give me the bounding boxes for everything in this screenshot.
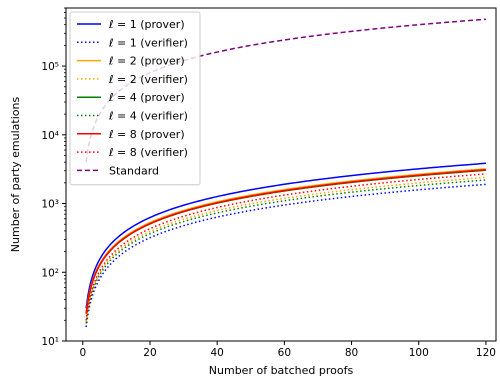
x-tick-label: 40 (210, 347, 223, 359)
y-axis-label: Number of party emulations (9, 97, 22, 253)
x-tick-label: 120 (476, 347, 496, 359)
y-tick-label: 10³ (41, 199, 59, 211)
y-tick-label: 10² (41, 267, 59, 279)
y-axis: 10¹ 10² 10³ 10⁴ 10⁵ (41, 7, 66, 348)
x-tick-label: 0 (79, 347, 86, 359)
legend-label: ℓ = 1 (verifier) (108, 36, 188, 49)
series-line (85, 18, 486, 163)
x-tick-label: 60 (278, 347, 291, 359)
series-line (85, 169, 486, 314)
series-line (85, 176, 486, 322)
series-layer (85, 18, 486, 328)
legend-label: ℓ = 1 (prover) (108, 18, 185, 31)
legend-label: ℓ = 2 (verifier) (108, 73, 188, 86)
x-axis-label: Number of batched proofs (209, 364, 354, 377)
x-tick-label: 100 (409, 347, 429, 359)
series-line (85, 162, 486, 309)
series-line (85, 179, 486, 324)
series-line (85, 183, 486, 328)
legend-box (69, 11, 201, 186)
legend-label: ℓ = 4 (prover) (108, 91, 185, 104)
legend-label: ℓ = 8 (verifier) (108, 146, 188, 159)
y-tick-label: 10¹ (41, 336, 59, 348)
legend-label: Standard (109, 164, 159, 177)
x-axis: 0 20 40 60 80 100 120 (79, 341, 496, 359)
y-tick-label: 10⁵ (41, 61, 59, 73)
legend-label: ℓ = 8 (prover) (108, 128, 185, 141)
series-line (85, 173, 486, 321)
series-line (85, 168, 486, 313)
legend-label: ℓ = 4 (verifier) (108, 110, 188, 123)
legend: ℓ = 1 (prover) ℓ = 1 (verifier) ℓ = 2 (pro… (69, 11, 201, 186)
x-tick-label: 20 (143, 347, 156, 359)
plot-frame (65, 7, 497, 342)
x-tick-label: 80 (345, 347, 358, 359)
series-line (85, 169, 486, 314)
legend-label: ℓ = 2 (prover) (108, 55, 185, 68)
y-tick-label: 10⁴ (41, 130, 59, 142)
